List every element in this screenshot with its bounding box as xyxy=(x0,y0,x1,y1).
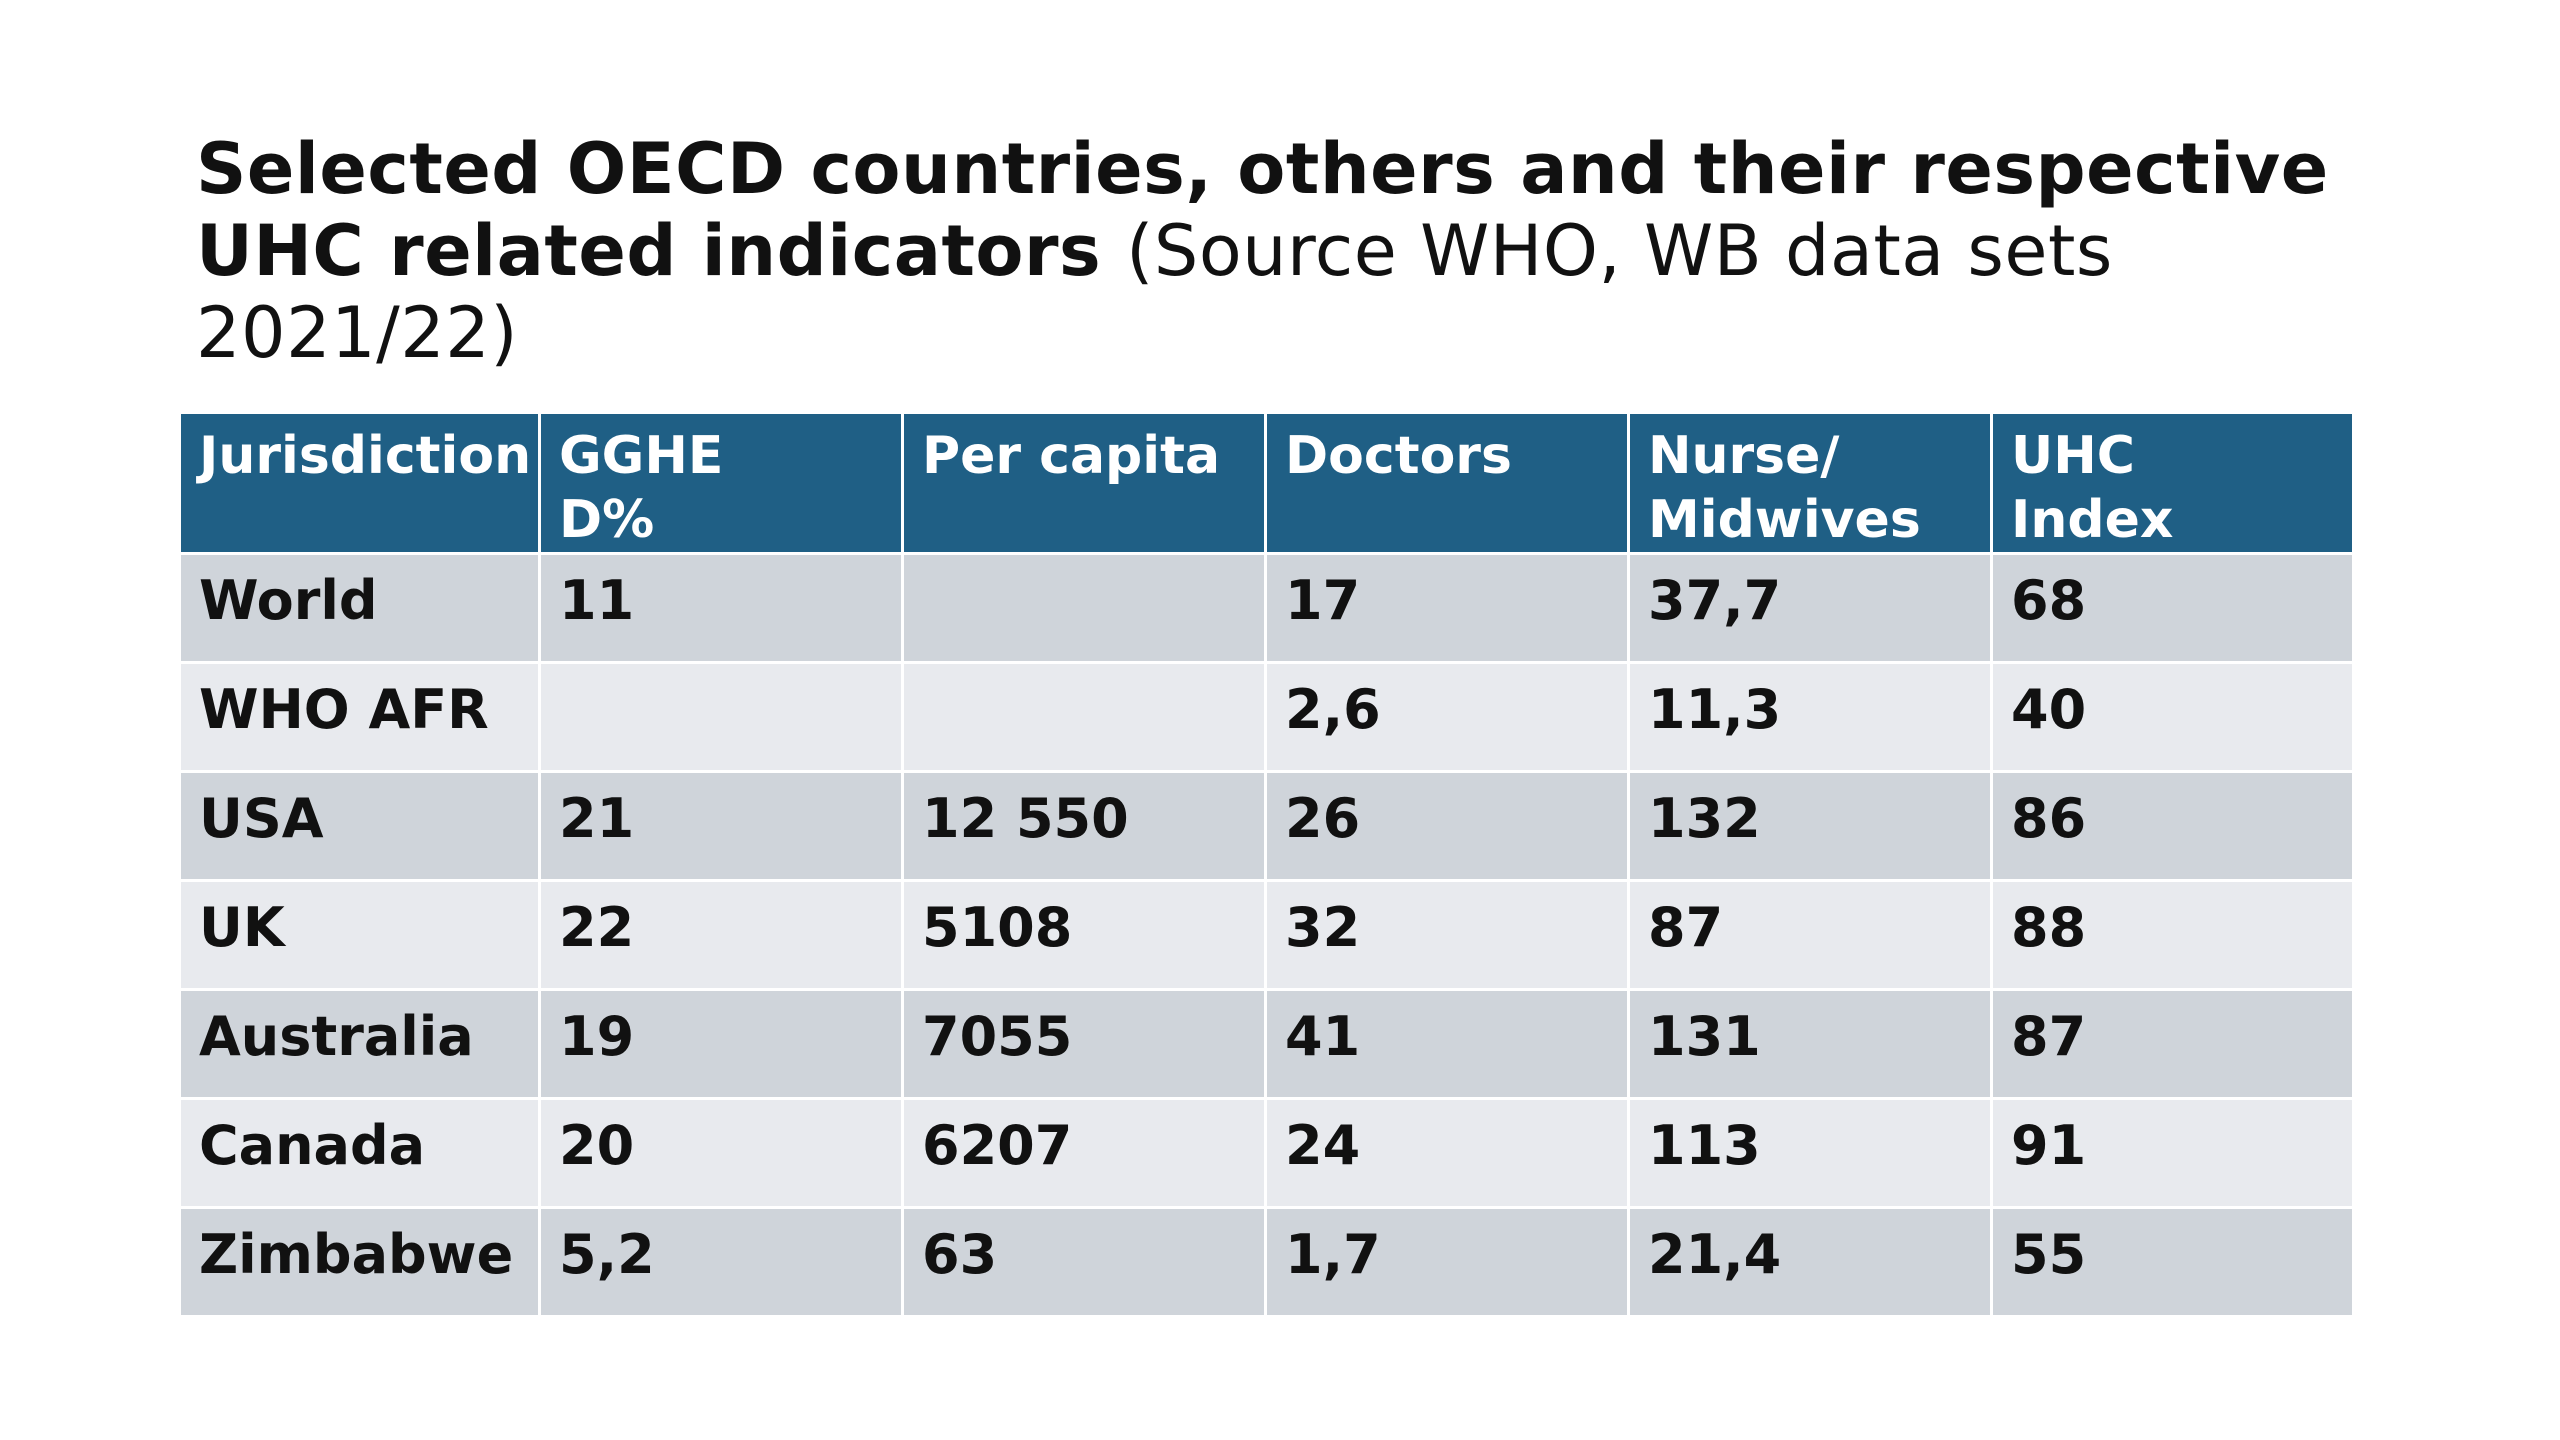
header-row: Jurisdiction GGHE D% Per capita Doctors … xyxy=(178,411,2355,555)
table-row: USA 21 12 550 26 132 86 xyxy=(178,770,2355,882)
header-uhc-index: UHC Index xyxy=(1990,411,2355,555)
slide-title: Selected OECD countries, others and thei… xyxy=(196,128,2436,374)
cell-uhc-index: 55 xyxy=(1990,1206,2355,1318)
cell-per-capita xyxy=(901,661,1267,773)
cell-doctors: 2,6 xyxy=(1264,661,1630,773)
cell-jurisdiction: Zimbabwe xyxy=(178,1206,541,1318)
cell-doctors: 1,7 xyxy=(1264,1206,1630,1318)
cell-jurisdiction: Canada xyxy=(178,1097,541,1209)
cell-uhc-index: 88 xyxy=(1990,879,2355,991)
cell-gghe-d: 11 xyxy=(538,552,904,664)
cell-jurisdiction: World xyxy=(178,552,541,664)
cell-per-capita: 5108 xyxy=(901,879,1267,991)
cell-per-capita: 7055 xyxy=(901,988,1267,1100)
header-doctors: Doctors xyxy=(1264,411,1630,555)
header-gghe-d-label: GGHE D% xyxy=(559,426,724,550)
cell-gghe-d: 22 xyxy=(538,879,904,991)
cell-jurisdiction: UK xyxy=(178,879,541,991)
cell-uhc-index: 87 xyxy=(1990,988,2355,1100)
cell-doctors: 41 xyxy=(1264,988,1630,1100)
cell-gghe-d xyxy=(538,661,904,773)
cell-jurisdiction: WHO AFR xyxy=(178,661,541,773)
table-body: World 11 17 37,7 68 WHO AFR 2,6 11,3 40 … xyxy=(178,552,2355,1318)
header-jurisdiction: Jurisdiction xyxy=(178,411,541,555)
cell-gghe-d: 19 xyxy=(538,988,904,1100)
indicators-table: Jurisdiction GGHE D% Per capita Doctors … xyxy=(178,411,2355,1318)
slide-title-source: (Source WHO, WB data sets 2021/22) xyxy=(196,210,2113,374)
cell-uhc-index: 91 xyxy=(1990,1097,2355,1209)
table-header: Jurisdiction GGHE D% Per capita Doctors … xyxy=(178,411,2355,555)
cell-gghe-d: 5,2 xyxy=(538,1206,904,1318)
cell-nurse-midwives: 37,7 xyxy=(1627,552,1993,664)
table-row: Canada 20 6207 24 113 91 xyxy=(178,1097,2355,1209)
cell-uhc-index: 68 xyxy=(1990,552,2355,664)
cell-per-capita: 63 xyxy=(901,1206,1267,1318)
table-row: Australia 19 7055 41 131 87 xyxy=(178,988,2355,1100)
table-row: Zimbabwe 5,2 63 1,7 21,4 55 xyxy=(178,1206,2355,1318)
header-uhc-index-label: UHC Index xyxy=(2011,426,2174,550)
cell-nurse-midwives: 113 xyxy=(1627,1097,1993,1209)
cell-nurse-midwives: 21,4 xyxy=(1627,1206,1993,1318)
slide-title-main: Selected OECD countries, others and thei… xyxy=(196,128,2329,292)
cell-jurisdiction: USA xyxy=(178,770,541,882)
header-nurse-midwives: Nurse/ Midwives xyxy=(1627,411,1993,555)
cell-jurisdiction: Australia xyxy=(178,988,541,1100)
table-row: UK 22 5108 32 87 88 xyxy=(178,879,2355,991)
table-row: WHO AFR 2,6 11,3 40 xyxy=(178,661,2355,773)
cell-gghe-d: 21 xyxy=(538,770,904,882)
cell-nurse-midwives: 11,3 xyxy=(1627,661,1993,773)
cell-doctors: 17 xyxy=(1264,552,1630,664)
cell-per-capita xyxy=(901,552,1267,664)
cell-gghe-d: 20 xyxy=(538,1097,904,1209)
cell-nurse-midwives: 132 xyxy=(1627,770,1993,882)
cell-nurse-midwives: 87 xyxy=(1627,879,1993,991)
cell-doctors: 32 xyxy=(1264,879,1630,991)
table-row: World 11 17 37,7 68 xyxy=(178,552,2355,664)
cell-per-capita: 6207 xyxy=(901,1097,1267,1209)
cell-uhc-index: 86 xyxy=(1990,770,2355,882)
header-gghe-d: GGHE D% xyxy=(538,411,904,555)
header-nurse-midwives-label: Nurse/ Midwives xyxy=(1648,426,1921,550)
header-per-capita: Per capita xyxy=(901,411,1267,555)
cell-doctors: 24 xyxy=(1264,1097,1630,1209)
cell-doctors: 26 xyxy=(1264,770,1630,882)
cell-nurse-midwives: 131 xyxy=(1627,988,1993,1100)
cell-uhc-index: 40 xyxy=(1990,661,2355,773)
cell-per-capita: 12 550 xyxy=(901,770,1267,882)
